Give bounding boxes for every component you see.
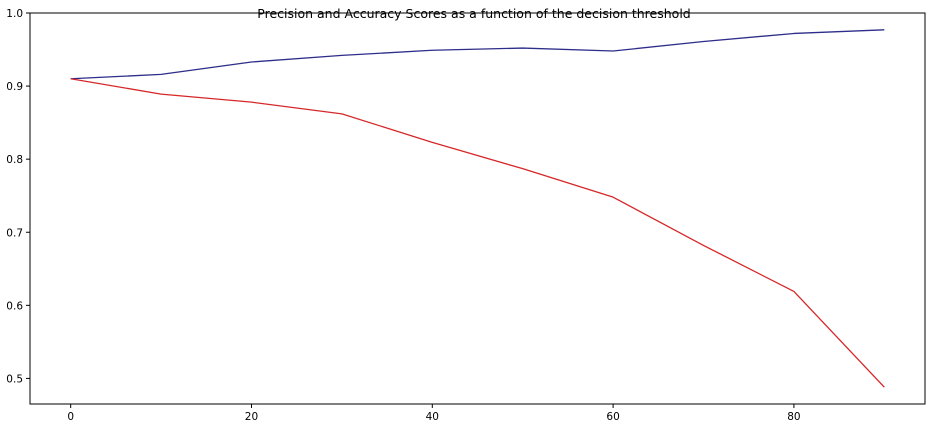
axes-frame bbox=[29, 12, 926, 405]
x-tick-label: 0 bbox=[67, 411, 74, 423]
series-line-1 bbox=[70, 29, 885, 80]
y-tick-label: 0.9 bbox=[6, 81, 23, 93]
x-tick-label: 40 bbox=[426, 411, 439, 423]
x-tick-label: 20 bbox=[245, 411, 258, 423]
y-tick-label: 0.8 bbox=[6, 154, 23, 166]
series-line-2 bbox=[70, 78, 885, 388]
y-tick-label: 0.6 bbox=[6, 300, 23, 312]
y-tick-label: 0.5 bbox=[6, 373, 23, 385]
x-tick-label: 80 bbox=[787, 411, 800, 423]
x-tick-label: 60 bbox=[606, 411, 619, 423]
y-tick-label: 1.0 bbox=[6, 8, 23, 20]
plot-area: 0 20 40 60 80 0.5 0.6 0.7 0.8 0.9 1.0 bbox=[6, 8, 926, 423]
y-tick-label: 0.7 bbox=[6, 227, 23, 239]
